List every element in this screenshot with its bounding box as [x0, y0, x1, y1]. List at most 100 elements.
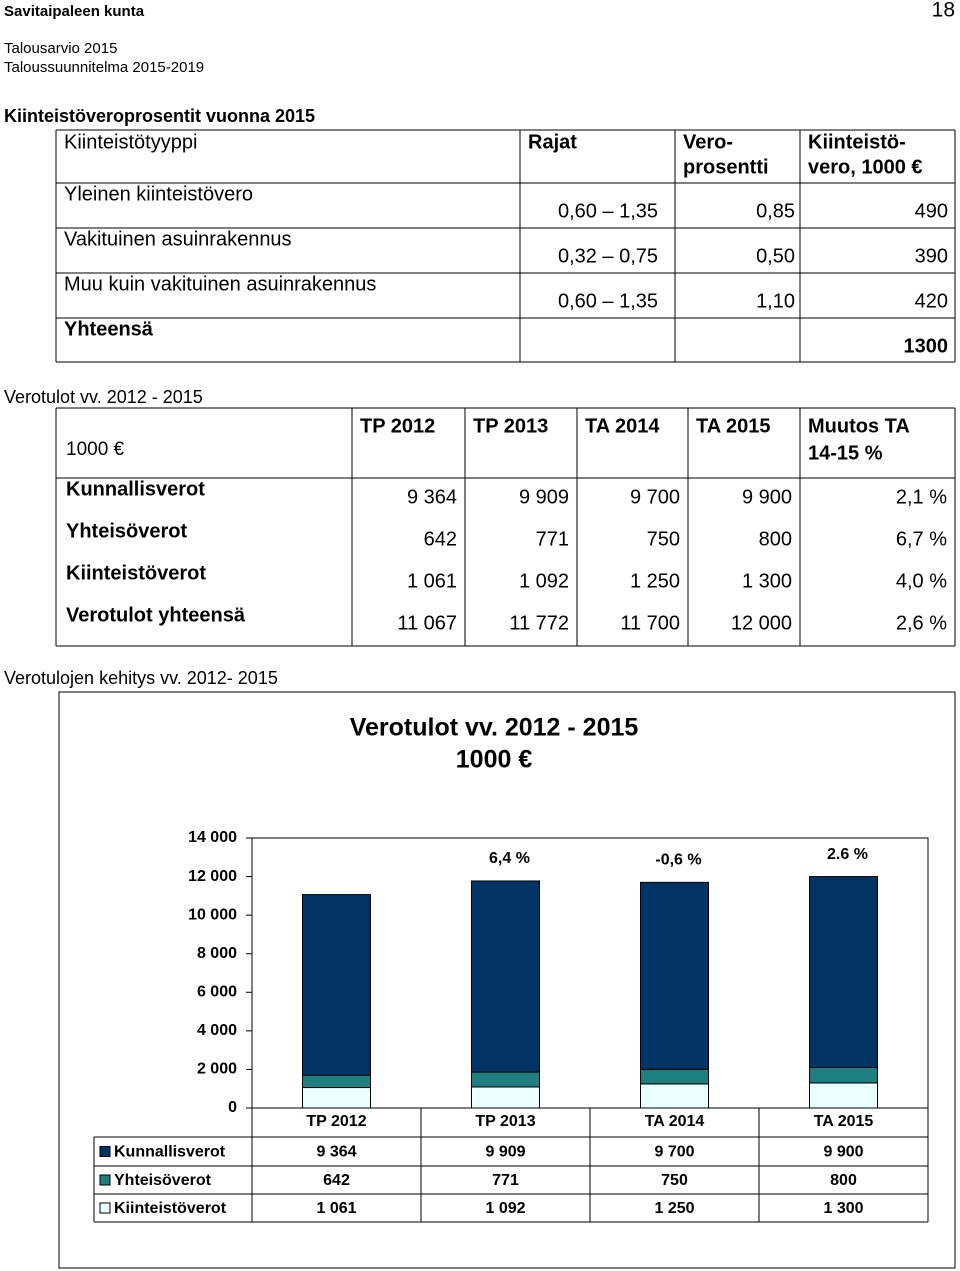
row-label: Yhteensä	[64, 318, 154, 340]
data-table-value: 1 250	[654, 1200, 694, 1217]
bar-segment	[471, 1071, 540, 1088]
data-table-value: 9 909	[485, 1144, 525, 1161]
cell: 1 092	[519, 570, 569, 592]
cell: 1300	[904, 335, 949, 357]
cell: 1,10	[756, 290, 795, 312]
row-label: Kiinteistöverot	[66, 562, 206, 584]
cell: 0,60 – 1,35	[558, 200, 658, 222]
x-tick-label: TA 2014	[645, 1113, 705, 1130]
column-header: TA 2015	[696, 415, 770, 437]
bar-segment	[809, 876, 878, 1068]
y-tick-label: 2 000	[197, 1061, 237, 1078]
cell: 11 700	[620, 612, 680, 634]
cell: 12 000	[731, 612, 792, 634]
row-label: Muu kuin vakituinen asuinrakennus	[64, 273, 376, 295]
column-header: TA 2014	[585, 415, 660, 437]
header-line: Taloussuunnitelma 2015-2019	[4, 59, 204, 76]
data-table-value: 9 364	[316, 1144, 356, 1161]
data-table-value: 1 061	[316, 1200, 356, 1217]
section-title: Verotulojen kehitys vv. 2012- 2015	[4, 668, 278, 688]
column-header: Muutos TA	[808, 415, 910, 437]
bar-segment	[809, 1067, 878, 1084]
cell: 0,50	[756, 245, 795, 267]
bar-segment	[640, 1083, 709, 1109]
data-table-value: 800	[830, 1172, 857, 1189]
cell: 9 364	[407, 486, 457, 508]
bar-segment	[302, 894, 371, 1076]
column-header: Vero-	[683, 131, 733, 153]
y-tick-label: 6 000	[197, 984, 237, 1001]
cell: 2,1 %	[896, 486, 947, 508]
cell: 4,0 %	[896, 570, 947, 592]
legend-swatch	[99, 1202, 111, 1214]
cell: 0,32 – 0,75	[558, 245, 658, 267]
cell: 9 900	[742, 486, 792, 508]
chart-title: Verotulot vv. 2012 - 2015	[350, 714, 639, 742]
cell: 642	[424, 528, 457, 550]
column-header: 14-15 %	[808, 442, 883, 464]
bar-segment	[471, 1086, 540, 1109]
x-tick-label: TP 2012	[306, 1113, 366, 1130]
cell: 1 300	[742, 570, 792, 592]
data-table-value: 1 092	[485, 1200, 525, 1217]
x-tick-label: TP 2013	[475, 1113, 535, 1130]
section-title: Kiinteistöveroprosentit vuonna 2015	[4, 106, 315, 126]
cell: 420	[915, 290, 948, 312]
cell: 9 909	[519, 486, 569, 508]
legend-swatch	[99, 1146, 111, 1157]
section-title: Verotulot vv. 2012 - 2015	[4, 387, 203, 407]
data-table-value: 9 900	[823, 1144, 863, 1161]
cell: 0,85	[756, 200, 795, 222]
data-table-value: 9 700	[654, 1144, 694, 1161]
column-header: Kiinteistö-	[808, 131, 906, 153]
bar-segment	[471, 880, 540, 1073]
bar-segment	[302, 1087, 371, 1109]
legend-label: Kunnallisverot	[114, 1144, 226, 1161]
cell: 771	[536, 528, 569, 550]
x-tick-label: TA 2015	[814, 1113, 874, 1130]
legend-label: Yhteisöverot	[114, 1172, 212, 1189]
column-header: prosentti	[683, 156, 769, 178]
bar-segment	[809, 1082, 878, 1109]
bar-segment	[640, 881, 709, 1070]
bar-segment	[640, 1068, 709, 1085]
row-label: Vakituinen asuinrakennus	[64, 228, 292, 250]
y-tick-label: 4 000	[197, 1022, 237, 1039]
cell: 2,6 %	[896, 612, 947, 634]
data-table-value: 750	[661, 1172, 688, 1189]
annotation: 2.6 %	[827, 846, 868, 863]
data-table-value: 771	[492, 1172, 519, 1189]
row-label: Yleinen kiinteistövero	[64, 183, 253, 205]
chart-frame	[58, 691, 956, 1269]
cell: 11 067	[397, 612, 457, 634]
column-header: TP 2012	[360, 415, 435, 437]
annotation: -0,6 %	[655, 852, 701, 869]
column-header: Kiinteistötyyppi	[64, 131, 197, 153]
cell: 490	[915, 200, 948, 222]
cell: 1 250	[630, 570, 680, 592]
cell: 11 772	[509, 612, 569, 634]
header-line: Talousarvio 2015	[4, 40, 117, 57]
bar-segment	[302, 1074, 371, 1089]
annotation: 6,4 %	[489, 850, 530, 867]
data-table-value: 642	[323, 1172, 350, 1189]
chart-subtitle: 1000 €	[456, 746, 533, 774]
page-number: 18	[932, 0, 955, 22]
legend-label: Kiinteistöverot	[114, 1200, 227, 1217]
cell: 390	[915, 245, 948, 267]
cell: 9 700	[630, 486, 680, 508]
column-header: Rajat	[528, 131, 577, 153]
y-tick-label: 12 000	[188, 868, 237, 885]
cell: 750	[647, 528, 680, 550]
row-label: Yhteisöverot	[66, 520, 187, 542]
unit: 1000 €	[66, 439, 125, 460]
y-tick-label: 10 000	[188, 906, 237, 923]
column-header: TP 2013	[473, 415, 548, 437]
org-name: Savitaipaleen kunta	[4, 3, 145, 20]
column-header: vero, 1000 €	[808, 156, 923, 178]
y-tick-label: 0	[228, 1099, 237, 1116]
y-tick-label: 14 000	[188, 829, 237, 846]
row-label: Verotulot yhteensä	[66, 604, 246, 626]
y-tick-label: 8 000	[197, 945, 237, 962]
